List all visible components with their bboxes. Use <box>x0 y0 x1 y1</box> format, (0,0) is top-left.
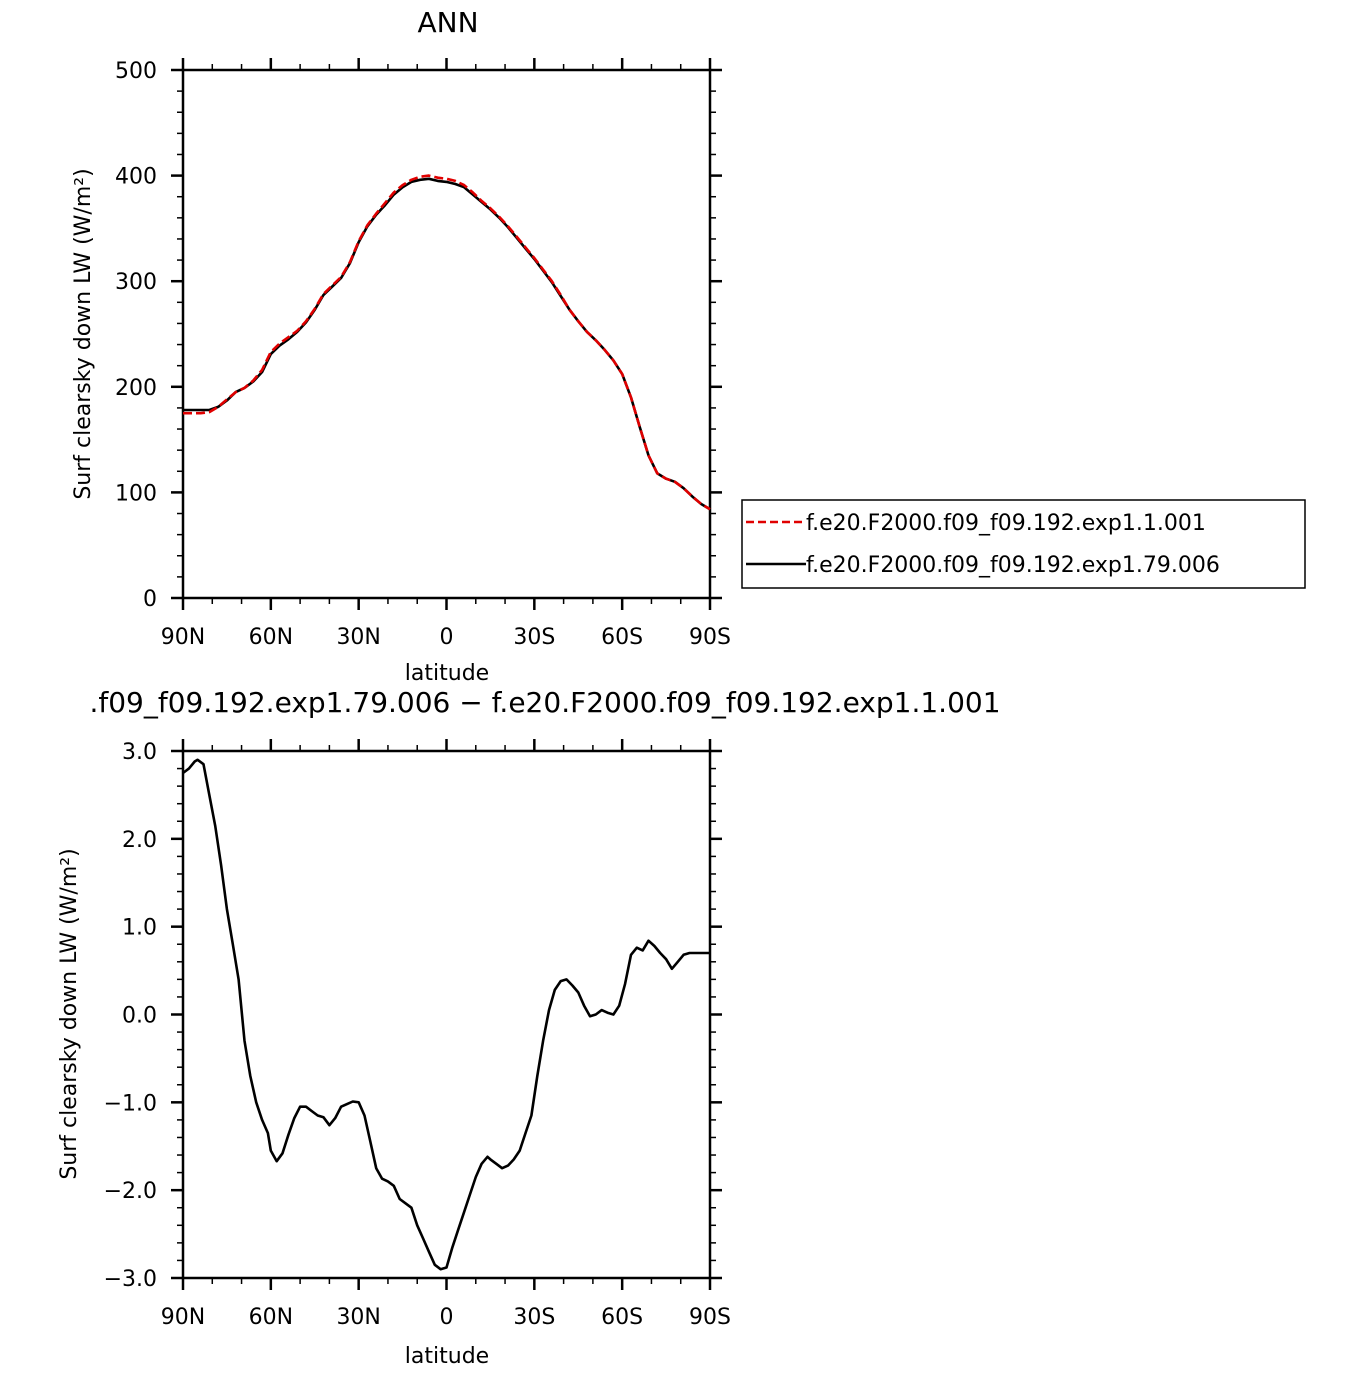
bottom-x-tick-label: 30S <box>513 1305 555 1330</box>
top-series-line-1 <box>183 174 711 511</box>
bottom-y-tick-label: 0.0 <box>122 1004 157 1029</box>
bottom-y-tick-label: 3.0 <box>122 740 157 765</box>
legend-box <box>741 499 1306 589</box>
top-y-tick-label: 400 <box>115 165 157 190</box>
top-x-tick-label: 90N <box>161 625 205 650</box>
bottom-x-tick-labels: 90N 60N 30N 0 30S 60S 90S <box>161 1305 731 1330</box>
top-y-tick-label: 100 <box>115 481 157 506</box>
bottom-x-axis-label: latitude <box>405 1344 489 1369</box>
bottom-y-tick-label: −2.0 <box>104 1179 157 1204</box>
bottom-ticks <box>171 739 722 1290</box>
bottom-x-tick-label: 0 <box>440 1305 454 1330</box>
bottom-y-axis-label: Surf clearsky down LW (W/m²) <box>57 848 82 1179</box>
top-y-tick-label: 300 <box>115 270 157 295</box>
bottom-x-tick-label: 60S <box>601 1305 643 1330</box>
legend: f.e20.F2000.f09_f09.192.exp1.1.001 f.e20… <box>741 499 1306 589</box>
legend-label-series-1: f.e20.F2000.f09_f09.192.exp1.1.001 <box>806 511 1206 536</box>
bottom-y-tick-label: 2.0 <box>122 828 157 853</box>
bottom-plot-frame <box>181 749 712 1280</box>
top-x-tick-label: 30S <box>513 625 555 650</box>
top-series-line-2 <box>183 177 711 511</box>
top-plot-frame <box>181 68 712 600</box>
top-series-lines <box>183 174 711 511</box>
bottom-chart-title: .f09_f09.192.exp1.79.006 − f.e20.F2000.f… <box>89 686 1000 719</box>
top-ticks <box>171 58 722 610</box>
top-y-axis-label: Surf clearsky down LW (W/m²) <box>71 168 96 499</box>
bottom-x-tick-label: 60N <box>249 1305 293 1330</box>
top-x-axis-label: latitude <box>405 661 489 686</box>
top-y-tick-label: 0 <box>143 587 157 612</box>
bottom-y-tick-label: −3.0 <box>104 1267 157 1292</box>
top-x-tick-label: 0 <box>440 625 454 650</box>
top-x-tick-label: 90S <box>689 625 731 650</box>
top-x-tick-labels: 90N 60N 30N 0 30S 60S 90S <box>161 625 731 650</box>
bottom-series-lines <box>182 758 710 1271</box>
top-y-tick-label: 200 <box>115 376 157 401</box>
bottom-series-line-1 <box>182 758 710 1271</box>
bottom-panel: .f09_f09.192.exp1.79.006 − f.e20.F2000.f… <box>57 686 1001 1369</box>
bottom-y-tick-labels: −3.0 −2.0 −1.0 0.0 1.0 2.0 3.0 <box>104 740 157 1292</box>
bottom-x-tick-label: 90N <box>161 1305 205 1330</box>
bottom-y-tick-label: 1.0 <box>122 916 157 941</box>
top-y-tick-labels: 0 100 200 300 400 500 <box>115 59 157 612</box>
top-y-tick-label: 500 <box>115 59 157 84</box>
bottom-x-tick-label: 30N <box>336 1305 380 1330</box>
bottom-x-tick-label: 90S <box>689 1305 731 1330</box>
top-x-tick-label: 30N <box>336 625 380 650</box>
top-chart-title: ANN <box>417 6 478 39</box>
bottom-y-tick-label: −1.0 <box>104 1091 157 1116</box>
top-panel: ANN 0 100 200 300 400 500 90N 60N 30N 0 30S 60S 90S… <box>71 6 1306 686</box>
top-x-tick-label: 60N <box>249 625 293 650</box>
top-x-tick-label: 60S <box>601 625 643 650</box>
legend-label-series-2: f.e20.F2000.f09_f09.192.exp1.79.006 <box>806 553 1220 578</box>
